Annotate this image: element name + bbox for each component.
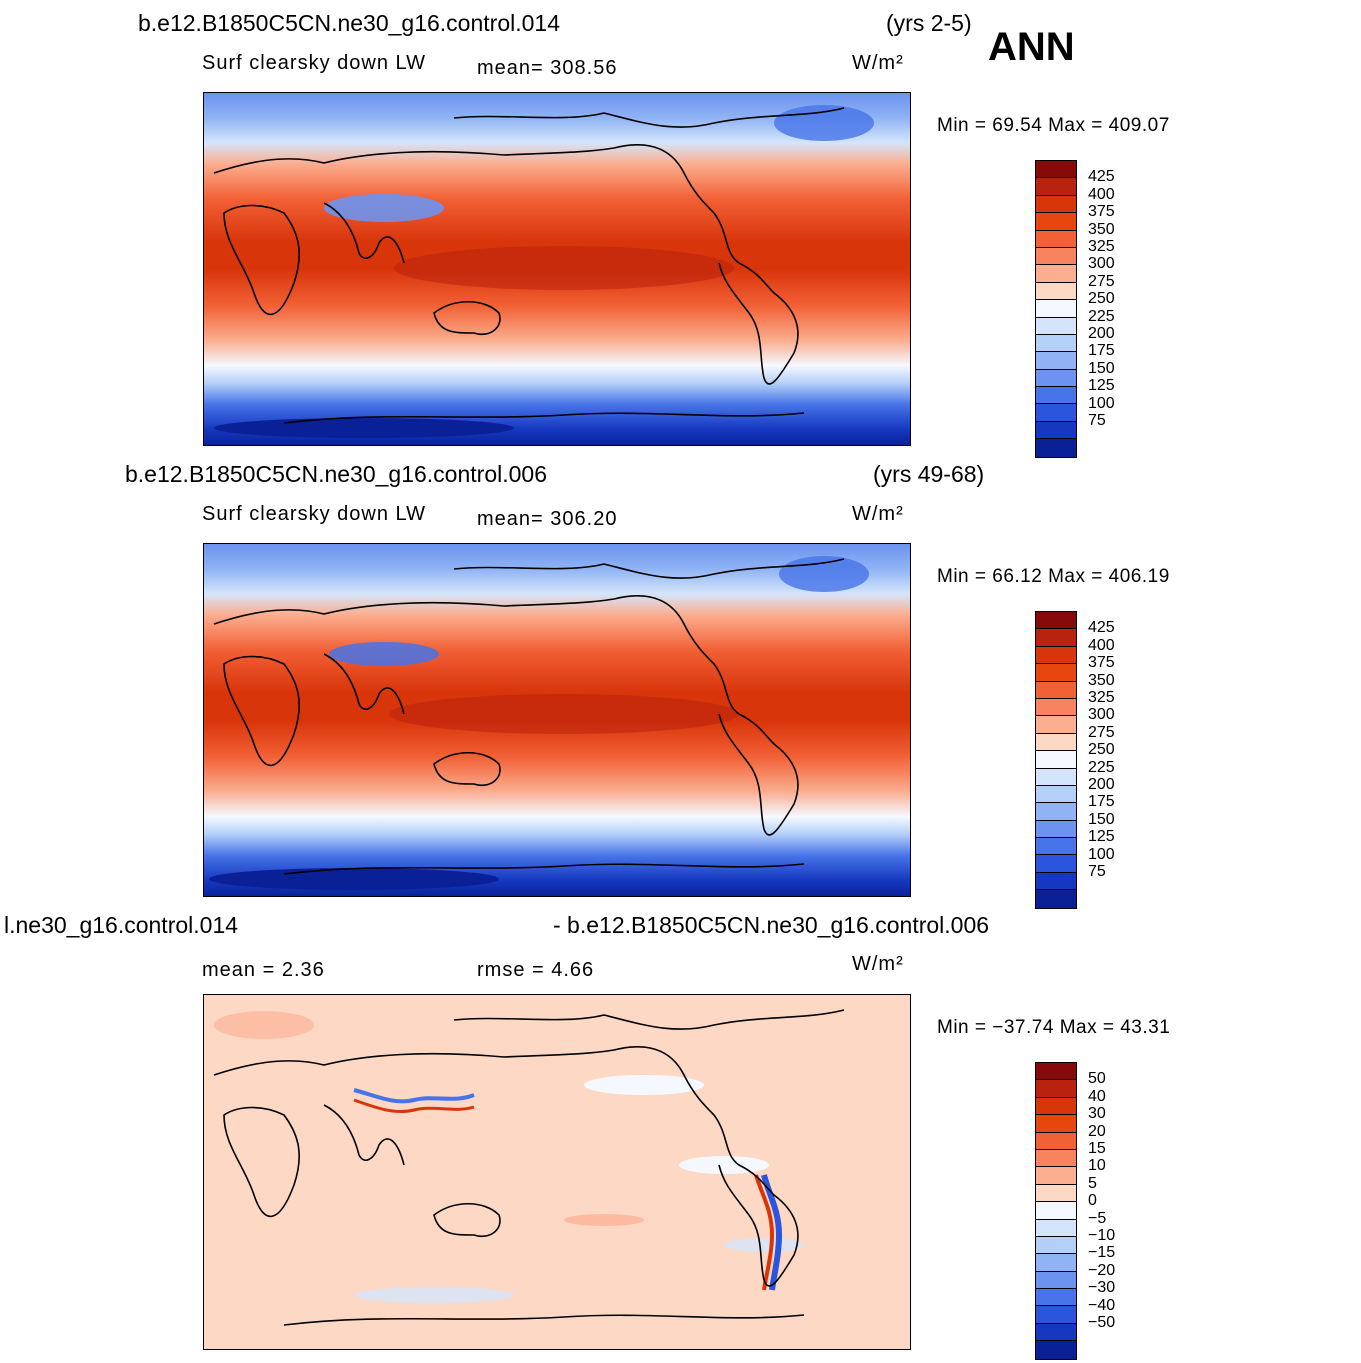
panel3-colorbar-tick: 30 xyxy=(1088,1105,1106,1123)
panel1-colorbar-tick: 200 xyxy=(1088,325,1115,342)
panel1-colorbar-tick: 425 xyxy=(1088,168,1115,186)
panel1-colorbar-tick: 150 xyxy=(1088,359,1115,377)
panel2-colorbar-tick: 325 xyxy=(1088,689,1115,706)
panel1-colorbar-tick: 350 xyxy=(1088,220,1115,238)
panel1-units: W/m² xyxy=(852,52,904,74)
panel1-minmax: Min = 69.54 Max = 409.07 xyxy=(937,115,1170,136)
panel2-map-field xyxy=(204,544,910,896)
panel3-colorbar-tick: 15 xyxy=(1088,1140,1106,1157)
panel2-units: W/m² xyxy=(852,503,904,525)
panel1-colorbar-tick: 225 xyxy=(1088,307,1115,325)
panel2-variable: Surf clearsky down LW xyxy=(202,503,427,525)
panel3-colorbar-tick: 50 xyxy=(1088,1070,1106,1088)
panel1-case-name: b.e12.B1850C5CN.ne30_g16.control.014 xyxy=(138,10,560,36)
panel3-colorbar-tick: −15 xyxy=(1088,1244,1116,1262)
panel3-colorbar-tick: 20 xyxy=(1088,1122,1106,1140)
panel3-colorbar-tick: 40 xyxy=(1088,1087,1106,1105)
panel3-colorbar-tick: −30 xyxy=(1088,1279,1116,1297)
panel1-colorbar-tick: 75 xyxy=(1088,412,1106,429)
panel3-colorbar-tick: 10 xyxy=(1088,1157,1106,1175)
panel2-colorbar-tick: 300 xyxy=(1088,706,1115,724)
panel1-colorbar-tick: 325 xyxy=(1088,238,1115,255)
panel2-case-name: b.e12.B1850C5CN.ne30_g16.control.006 xyxy=(125,461,547,487)
panel3-case-left: l.ne30_g16.control.014 xyxy=(4,912,239,938)
panel2-colorbar-tick: 125 xyxy=(1088,828,1115,846)
panel3-map xyxy=(203,994,911,1350)
panel3-colorbar-tick: −40 xyxy=(1088,1296,1116,1314)
panel3-colorbar-tick: −10 xyxy=(1088,1227,1116,1244)
panel2-colorbar-tick: 425 xyxy=(1088,619,1115,637)
panel2-colorbar-tick: 100 xyxy=(1088,845,1115,863)
panel2-colorbar-tick: 350 xyxy=(1088,671,1115,689)
panel3-case-right: - b.e12.B1850C5CN.ne30_g16.control.006 xyxy=(553,912,990,938)
panel1-mean: mean= 308.56 xyxy=(477,57,618,79)
panel1-colorbar-tick: 125 xyxy=(1088,377,1115,395)
panel3-map-field xyxy=(204,995,910,1349)
panel1-colorbar xyxy=(1035,160,1077,458)
panel2-colorbar-tick: 150 xyxy=(1088,810,1115,828)
panel3-colorbar-tick: −20 xyxy=(1088,1261,1116,1279)
panel2-colorbar-tick: 75 xyxy=(1088,863,1106,880)
panel2-colorbar-tick: 200 xyxy=(1088,776,1115,793)
panel2-mean: mean= 306.20 xyxy=(477,508,618,530)
panel3-rmse: rmse = 4.66 xyxy=(477,959,595,981)
panel1-map xyxy=(203,92,911,446)
panel1-colorbar-tick: 400 xyxy=(1088,185,1115,203)
panel2-colorbar-tick: 175 xyxy=(1088,793,1115,811)
panel3-units: W/m² xyxy=(852,953,904,975)
panel3-minmax: Min = −37.74 Max = 43.31 xyxy=(937,1017,1171,1038)
panel2-colorbar xyxy=(1035,611,1077,909)
panel1-colorbar-tick: 250 xyxy=(1088,290,1115,308)
panel1-years: (yrs 2-5) xyxy=(886,10,972,36)
panel2-colorbar-tick: 225 xyxy=(1088,758,1115,776)
panel3-colorbar-tick: −50 xyxy=(1088,1314,1116,1331)
panel1-colorbar-tick: 100 xyxy=(1088,394,1115,412)
season-label: ANN xyxy=(988,25,1075,69)
panel3-colorbar-tick: 0 xyxy=(1088,1192,1097,1210)
panel1-colorbar-tick: 175 xyxy=(1088,342,1115,360)
panel2-colorbar-tick: 250 xyxy=(1088,741,1115,759)
panel1-colorbar-tick: 375 xyxy=(1088,203,1115,221)
panel2-map xyxy=(203,543,911,897)
panel2-colorbar-tick: 275 xyxy=(1088,723,1115,741)
panel2-minmax: Min = 66.12 Max = 406.19 xyxy=(937,566,1170,587)
panel3-colorbar-tick: 5 xyxy=(1088,1174,1097,1192)
panel1-map-field xyxy=(204,93,910,445)
panel2-colorbar-tick: 375 xyxy=(1088,654,1115,672)
panel3-colorbar xyxy=(1035,1062,1077,1360)
panel3-colorbar-tick: −5 xyxy=(1088,1209,1107,1227)
panel2-colorbar-tick: 400 xyxy=(1088,636,1115,654)
panel3-mean: mean = 2.36 xyxy=(202,959,325,981)
panel1-colorbar-tick: 275 xyxy=(1088,272,1115,290)
panel1-variable: Surf clearsky down LW xyxy=(202,52,427,74)
panel1-colorbar-tick: 300 xyxy=(1088,255,1115,273)
panel2-years: (yrs 49-68) xyxy=(873,461,985,487)
